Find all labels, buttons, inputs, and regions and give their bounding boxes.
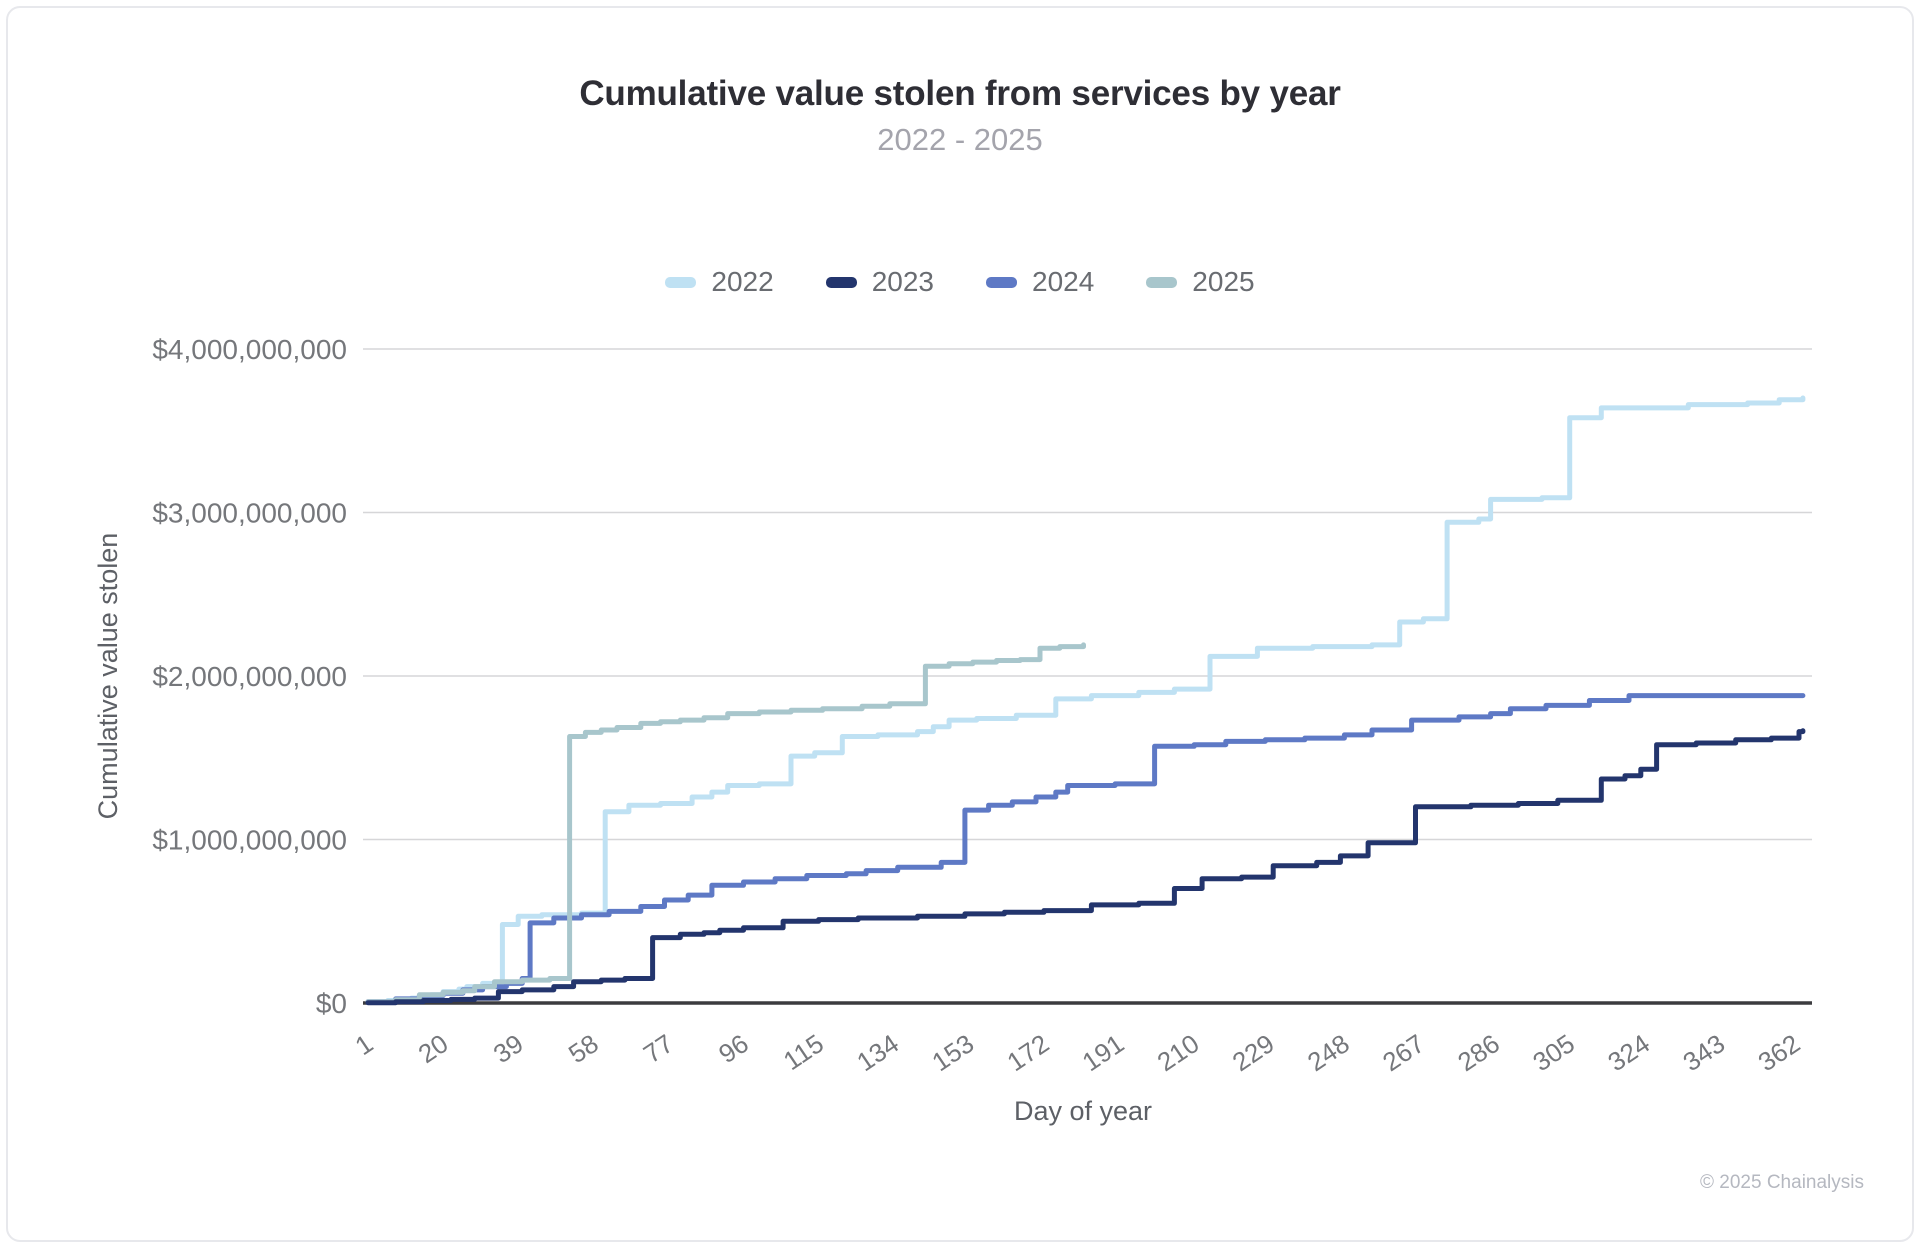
legend-label-2025: 2025	[1192, 266, 1255, 297]
copyright-credit: © 2025 Chainalysis	[1700, 1172, 1864, 1193]
x-tick-label: 229	[1227, 1028, 1280, 1077]
x-tick-label: 267	[1377, 1028, 1430, 1077]
x-tick-label: 248	[1302, 1028, 1355, 1077]
x-tick-label: 343	[1678, 1028, 1731, 1077]
chart-legend: 2022 2023 2024 2025	[0, 266, 1920, 298]
x-tick-label: 172	[1002, 1028, 1055, 1077]
x-tick-label: 115	[778, 1028, 829, 1076]
series-line-2022	[365, 395, 1806, 1005]
x-tick-label: 77	[638, 1028, 679, 1069]
y-tick-label: $1,000,000,000	[152, 825, 347, 856]
series-line-2023	[365, 728, 1806, 1006]
x-tick-label: 362	[1753, 1028, 1806, 1077]
legend-swatch-2024-icon	[986, 276, 1017, 288]
x-tick-label: 191	[1077, 1028, 1130, 1077]
x-tick-label: 210	[1152, 1028, 1205, 1077]
legend-swatch-2025-icon	[1146, 276, 1178, 288]
chart-subtitle: 2022 - 2025	[877, 122, 1043, 157]
y-tick-label: $4,000,000,000	[152, 334, 347, 365]
x-tick-label: 1	[350, 1028, 379, 1061]
legend-item-2023: 2023	[825, 266, 934, 298]
y-axis-title: Cumulative value stolen	[93, 532, 123, 820]
legend-label-2022: 2022	[711, 266, 774, 297]
y-tick-label: $2,000,000,000	[152, 661, 347, 692]
x-tick-label: 96	[713, 1028, 754, 1069]
x-tick-label: 305	[1527, 1028, 1580, 1077]
series-line-2025	[365, 642, 1086, 1005]
x-axis-title: Day of year	[1013, 1096, 1153, 1126]
x-tick-label: 39	[488, 1028, 529, 1069]
x-tick-label: 20	[413, 1028, 454, 1069]
legend-swatch-2022-icon	[665, 276, 697, 288]
y-tick-label: $3,000,000,000	[152, 498, 347, 529]
x-tick-label: 153	[926, 1028, 979, 1077]
legend-item-2024: 2024	[986, 266, 1094, 298]
x-tick-label: 134	[851, 1028, 904, 1077]
y-tick-label: $0	[316, 988, 347, 1019]
legend-label-2024: 2024	[1032, 266, 1095, 297]
legend-swatch-2023-icon	[825, 276, 857, 288]
x-tick-label: 286	[1452, 1028, 1505, 1077]
legend-item-2025: 2025	[1146, 266, 1255, 298]
x-tick-label: 324	[1602, 1028, 1655, 1077]
chart-title: Cumulative value stolen from services by…	[579, 74, 1341, 113]
legend-item-2022: 2022	[665, 266, 774, 298]
legend-label-2023: 2023	[871, 266, 934, 297]
series-line-2024	[365, 693, 1806, 1005]
x-tick-label: 58	[563, 1028, 604, 1069]
